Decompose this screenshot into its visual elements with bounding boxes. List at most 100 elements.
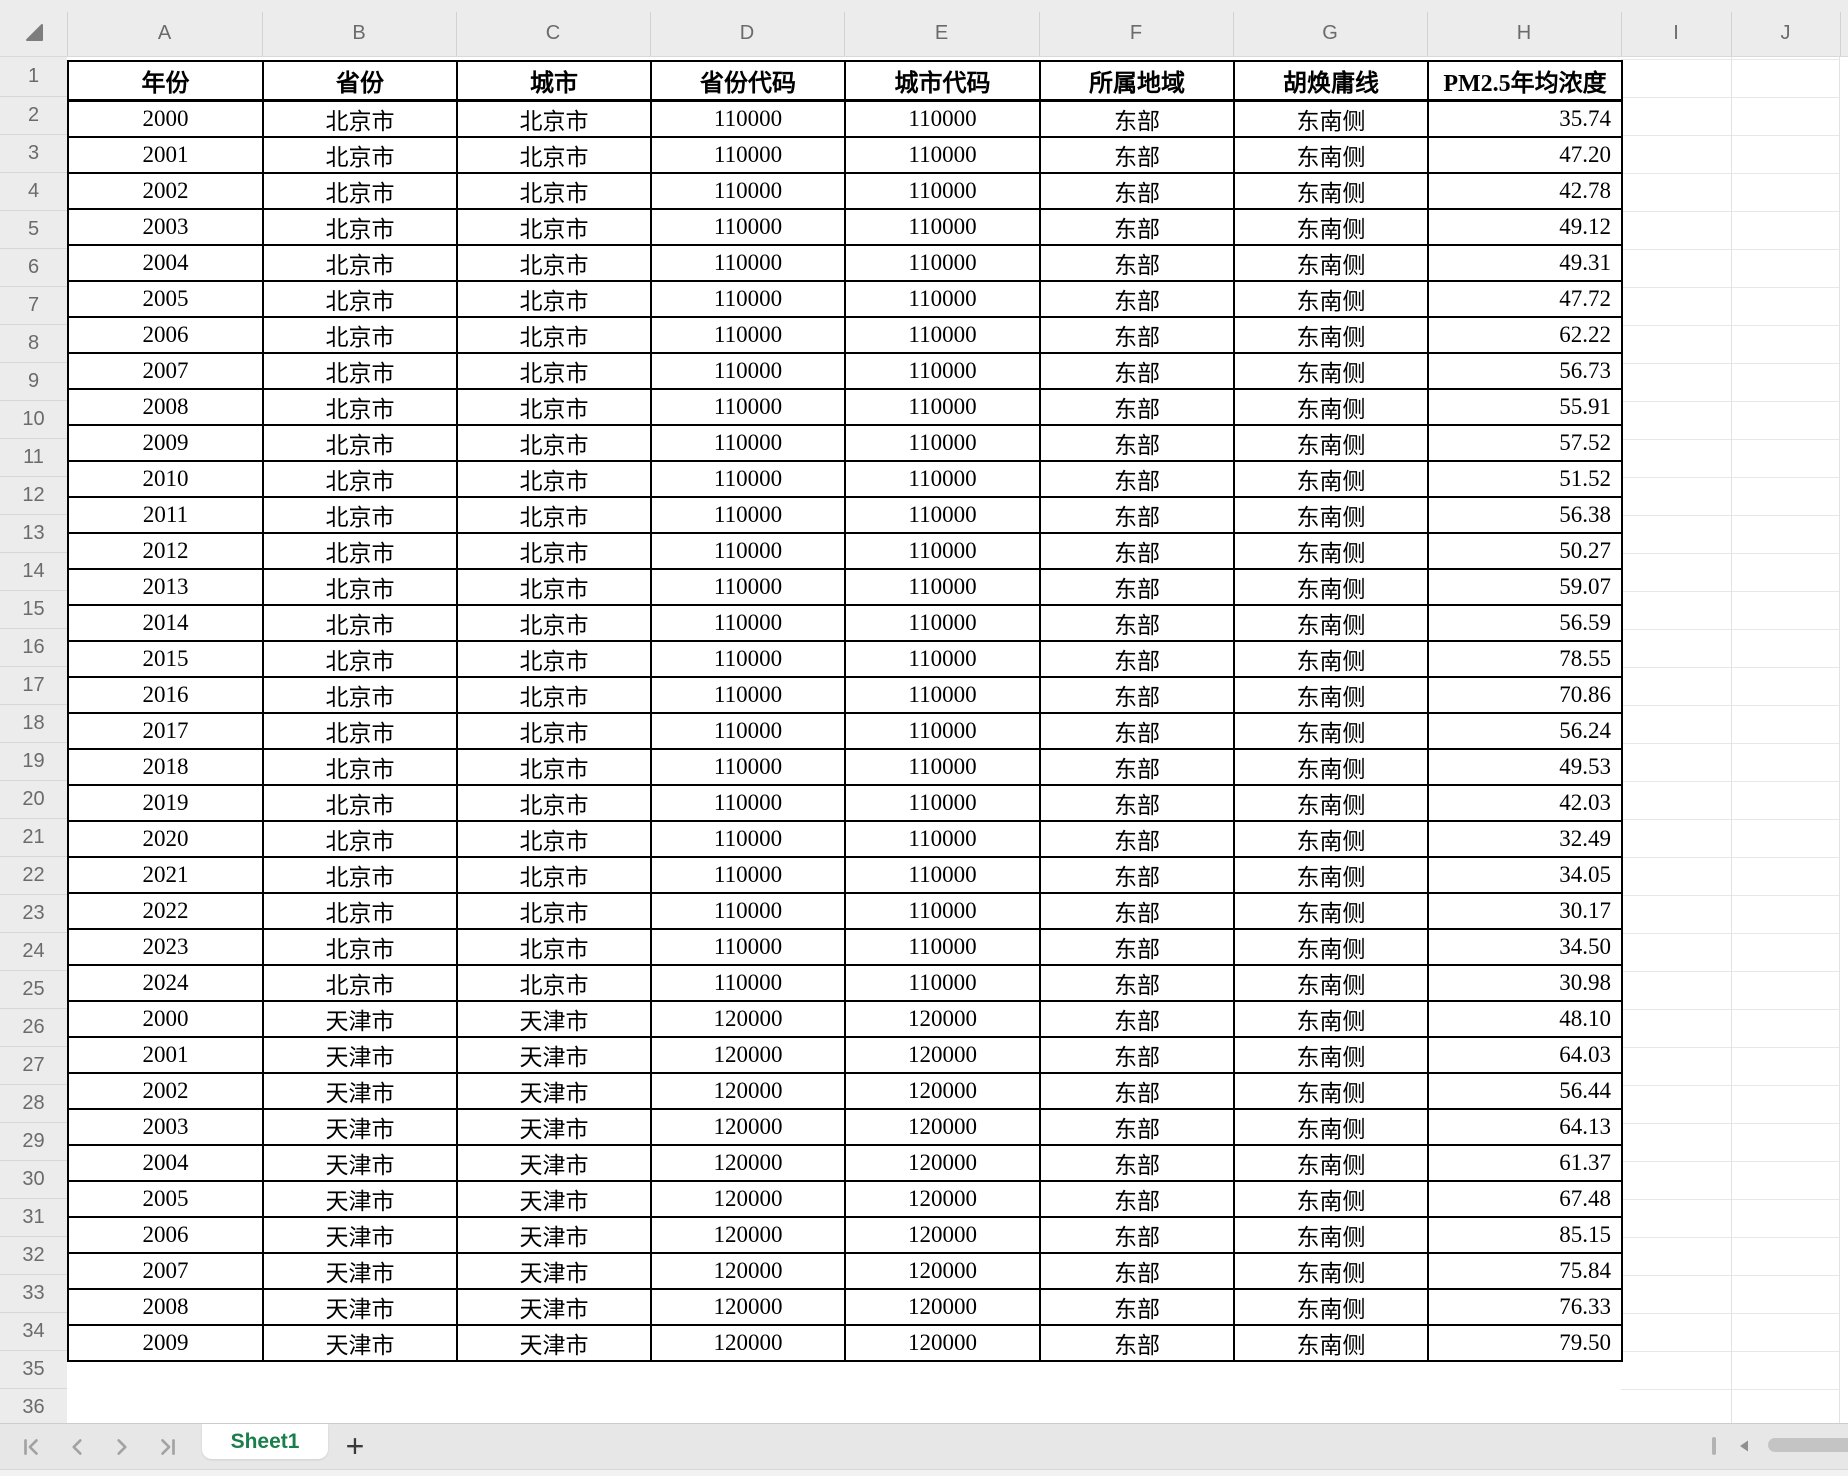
cell[interactable]: 110000 [650, 172, 846, 210]
row-header-35[interactable]: 35 [0, 1351, 67, 1389]
cell[interactable]: 东部 [1039, 424, 1235, 462]
cell[interactable]: 110000 [650, 316, 846, 354]
cell[interactable]: 110000 [650, 136, 846, 174]
cell[interactable]: 76.33 [1427, 1288, 1623, 1326]
cell[interactable]: 120000 [650, 1324, 846, 1362]
header-cell-hu-line[interactable]: 胡焕庸线 [1233, 60, 1429, 102]
cell[interactable]: 东南侧 [1233, 1180, 1429, 1218]
cell[interactable]: 东部 [1039, 532, 1235, 570]
cell[interactable]: 67.48 [1427, 1180, 1623, 1218]
cell[interactable]: 61.37 [1427, 1144, 1623, 1182]
row-header-1[interactable]: 1 [0, 57, 67, 97]
cell[interactable]: 110000 [650, 208, 846, 246]
row-header-15[interactable]: 15 [0, 591, 67, 629]
cell[interactable]: 北京市 [456, 604, 652, 642]
cell[interactable]: 东南侧 [1233, 928, 1429, 966]
cell[interactable]: 110000 [650, 856, 846, 894]
cell[interactable]: 东部 [1039, 856, 1235, 894]
row-header-22[interactable]: 22 [0, 857, 67, 895]
cell[interactable]: 2006 [67, 1216, 264, 1254]
cell[interactable]: 30.17 [1427, 892, 1623, 930]
cell[interactable]: 东部 [1039, 604, 1235, 642]
cell[interactable]: 110000 [650, 820, 846, 858]
cell[interactable]: 120000 [650, 1288, 846, 1326]
cell[interactable]: 47.72 [1427, 280, 1623, 318]
tab-scroll-splitter[interactable] [1712, 1437, 1716, 1455]
cell[interactable]: 110000 [844, 352, 1041, 390]
cell[interactable]: 110000 [650, 244, 846, 282]
row-header-26[interactable]: 26 [0, 1009, 67, 1047]
cell[interactable]: 天津市 [262, 1180, 458, 1218]
cell[interactable]: 79.50 [1427, 1324, 1623, 1362]
cell[interactable]: 110000 [650, 892, 846, 930]
cell[interactable]: 东部 [1039, 676, 1235, 714]
cell[interactable]: 北京市 [456, 316, 652, 354]
cell[interactable]: 120000 [650, 1108, 846, 1146]
cell[interactable]: 120000 [844, 1288, 1041, 1326]
cell[interactable]: 东部 [1039, 1108, 1235, 1146]
header-cell-city[interactable]: 城市 [456, 60, 652, 102]
cell[interactable]: 110000 [650, 568, 846, 606]
cell[interactable]: 55.91 [1427, 388, 1623, 426]
cell[interactable]: 56.24 [1427, 712, 1623, 750]
cell[interactable]: 120000 [844, 1144, 1041, 1182]
cell[interactable]: 2012 [67, 532, 264, 570]
cell[interactable]: 东部 [1039, 1324, 1235, 1362]
cell[interactable]: 天津市 [262, 1036, 458, 1074]
cell[interactable]: 110000 [650, 352, 846, 390]
cell[interactable]: 120000 [844, 1036, 1041, 1074]
cell[interactable]: 东南侧 [1233, 676, 1429, 714]
cell[interactable]: 110000 [844, 712, 1041, 750]
cell[interactable]: 110000 [844, 99, 1041, 138]
cell[interactable]: 北京市 [262, 676, 458, 714]
cell[interactable]: 57.52 [1427, 424, 1623, 462]
cell[interactable]: 北京市 [262, 316, 458, 354]
cell[interactable]: 北京市 [456, 352, 652, 390]
cell[interactable]: 2008 [67, 388, 264, 426]
cell[interactable]: 110000 [650, 280, 846, 318]
cell[interactable]: 2013 [67, 568, 264, 606]
row-header-8[interactable]: 8 [0, 325, 67, 363]
row-header-24[interactable]: 24 [0, 933, 67, 971]
cell[interactable]: 56.59 [1427, 604, 1623, 642]
cell[interactable]: 2008 [67, 1288, 264, 1326]
cell[interactable]: 北京市 [456, 244, 652, 282]
cell[interactable]: 东部 [1039, 568, 1235, 606]
cell[interactable]: 东部 [1039, 928, 1235, 966]
cell[interactable]: 35.74 [1427, 99, 1623, 138]
cell[interactable]: 东南侧 [1233, 1072, 1429, 1110]
scroll-left-button[interactable] [1736, 1438, 1752, 1454]
header-cell-province-code[interactable]: 省份代码 [650, 60, 846, 102]
row-header-4[interactable]: 4 [0, 173, 67, 211]
cell[interactable]: 北京市 [262, 244, 458, 282]
sheet-tab-sheet1[interactable]: Sheet1 [202, 1424, 328, 1459]
cell[interactable]: 120000 [650, 1180, 846, 1218]
row-header-20[interactable]: 20 [0, 781, 67, 819]
cell[interactable]: 东南侧 [1233, 1324, 1429, 1362]
column-header-b[interactable]: B [262, 0, 456, 56]
cell[interactable]: 东部 [1039, 99, 1235, 138]
cell[interactable]: 东南侧 [1233, 1108, 1429, 1146]
cell[interactable]: 北京市 [456, 388, 652, 426]
column-header-i[interactable]: I [1621, 0, 1731, 56]
column-header-g[interactable]: G [1233, 0, 1427, 56]
cell[interactable]: 64.03 [1427, 1036, 1623, 1074]
cell[interactable]: 北京市 [262, 172, 458, 210]
cell[interactable]: 东南侧 [1233, 99, 1429, 138]
cell[interactable]: 2003 [67, 1108, 264, 1146]
cell[interactable]: 东部 [1039, 784, 1235, 822]
cell[interactable]: 天津市 [456, 1108, 652, 1146]
cell[interactable]: 2002 [67, 172, 264, 210]
cell[interactable]: 2001 [67, 136, 264, 174]
row-header-28[interactable]: 28 [0, 1085, 67, 1123]
cell[interactable]: 32.49 [1427, 820, 1623, 858]
cell[interactable]: 110000 [650, 532, 846, 570]
cell[interactable]: 北京市 [456, 928, 652, 966]
cell[interactable]: 120000 [844, 1252, 1041, 1290]
cell[interactable]: 北京市 [456, 712, 652, 750]
cell[interactable]: 110000 [844, 388, 1041, 426]
cell[interactable]: 北京市 [456, 856, 652, 894]
cell[interactable]: 110000 [844, 856, 1041, 894]
column-header-d[interactable]: D [650, 0, 844, 56]
cell[interactable]: 东部 [1039, 136, 1235, 174]
